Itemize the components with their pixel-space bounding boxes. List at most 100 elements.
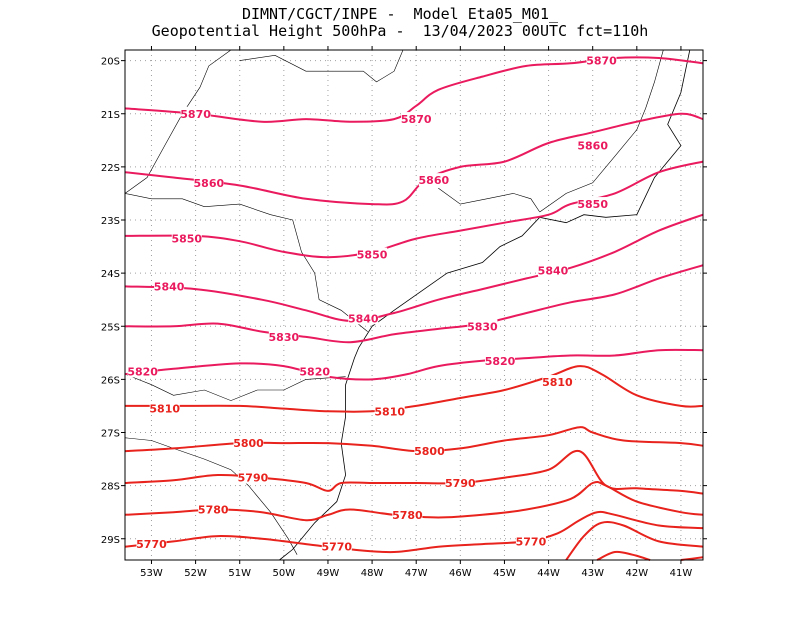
coastline [279,49,691,561]
contour-label: 5770 [516,535,547,548]
longitude-axis: 53W 52W 51W 50W 49W 48W 47W 46W 45W 44W 43W 42W 41W [140,46,692,579]
lat-label: 26S [101,375,120,386]
lat-label: 29S [101,535,120,546]
contour-label-bg [445,475,476,489]
latitude-axis: 20S 21S 22S 23S 24S 25S 26S 27S 28S 29S [101,57,707,546]
contour-label-bg [321,539,352,553]
contour-label-bg [542,375,573,389]
contour-label-bg [193,175,224,189]
contour-label-bg [237,470,268,484]
state-border [124,193,368,332]
title-line-2: Geopotential Height 500hPa - 13/04/2023 … [151,22,649,40]
contour-label-bg [374,404,405,418]
chart-title: DIMNT/CGCT/INPE - Model Eta05_M01_ Geopo… [0,6,800,40]
contour-label: 5770 [321,541,352,554]
contour-5780 [124,481,704,522]
lat-label: 22S [101,163,120,174]
contour-label: 5820 [485,355,516,368]
contour-5860 [124,112,704,206]
contour-label-bg [180,106,211,120]
contour-label: 5850 [171,233,202,246]
contour-label-bg [577,197,608,211]
contour-label: 5840 [348,312,379,325]
contour-label-bg [357,247,388,261]
state-border [124,49,232,194]
lon-label: 52W [184,568,207,579]
state-border [124,437,298,555]
contour-label: 5850 [577,198,608,211]
contour-labels: 5870 5870 5870 5860 5860 5860 5850 5850 5850 5840… [127,53,617,554]
lon-label: 53W [140,568,163,579]
contour-label-bg [586,53,617,67]
contour-label: 5780 [198,504,229,517]
contour-label-bg [299,364,330,378]
contour-label-bg [171,231,202,245]
contour-label-bg [268,329,299,343]
contour-label: 5870 [180,108,211,121]
contour-5820 [124,348,704,381]
state-border [124,373,346,401]
contour-label-bg [154,279,185,293]
lat-label: 28S [101,482,120,493]
contour-label: 5840 [154,280,185,293]
lon-label: 51W [228,568,251,579]
title-line-1: DIMNT/CGCT/INPE - Model Eta05_M01_ [241,5,559,23]
lon-label: 48W [361,568,384,579]
contour-5830 [124,264,704,344]
contour-label: 5870 [586,55,617,68]
contour-5840 [124,213,704,322]
lon-label: 44W [537,568,560,579]
contour-label: 5790 [238,472,269,485]
lat-label: 21S [101,110,120,121]
contour-label-bg [537,263,568,277]
contour-label-bg [198,502,229,516]
contour-label: 5770 [136,538,167,551]
contour-5850 [124,160,704,259]
contour-label-bg [401,112,432,126]
lat-label: 25S [101,322,120,333]
contour-label: 5830 [269,331,300,344]
lon-label: 50W [273,568,296,579]
contour-label: 5860 [194,177,225,190]
lat-label: 20S [101,57,120,68]
contour-5760 [565,521,704,561]
grid-lines [125,50,703,560]
contour-label-bg [127,364,158,378]
contour-label-bg [348,311,379,325]
contour-label-bg [392,507,423,521]
contour-label-bg [136,537,167,551]
contour-label: 5810 [149,403,180,416]
state-border [539,49,664,213]
contour-label: 5820 [299,365,330,378]
contour-label: 5800 [414,445,445,458]
lon-label: 46W [449,568,472,579]
contour-label-bg [467,319,498,333]
contour-5810 [125,365,704,413]
lat-label: 23S [101,216,120,227]
contour-label: 5870 [401,113,432,126]
contour-label: 5830 [467,320,498,333]
contour-lines [124,56,704,561]
contour-label-bg [485,353,516,367]
state-border [438,187,540,213]
lon-label: 45W [493,568,516,579]
contour-label-bg [414,444,445,458]
contour-label-bg [418,173,449,187]
lon-label: 41W [670,568,693,579]
contour-label-bg [149,401,180,415]
map-frame [124,49,704,561]
contour-label: 5850 [357,249,388,262]
contour-label-bg [515,534,546,548]
contour-label: 5780 [392,509,423,522]
contour-5750 [596,550,651,561]
lat-label: 27S [101,429,120,440]
contour-label: 5810 [542,376,573,389]
contour-label: 5860 [577,140,608,153]
contour-label: 5810 [374,405,405,418]
lon-label: 47W [405,568,428,579]
contour-label-bg [577,138,608,152]
lat-label: 24S [101,269,120,280]
contour-label-bg [233,436,264,450]
contour-label: 5820 [127,365,158,378]
